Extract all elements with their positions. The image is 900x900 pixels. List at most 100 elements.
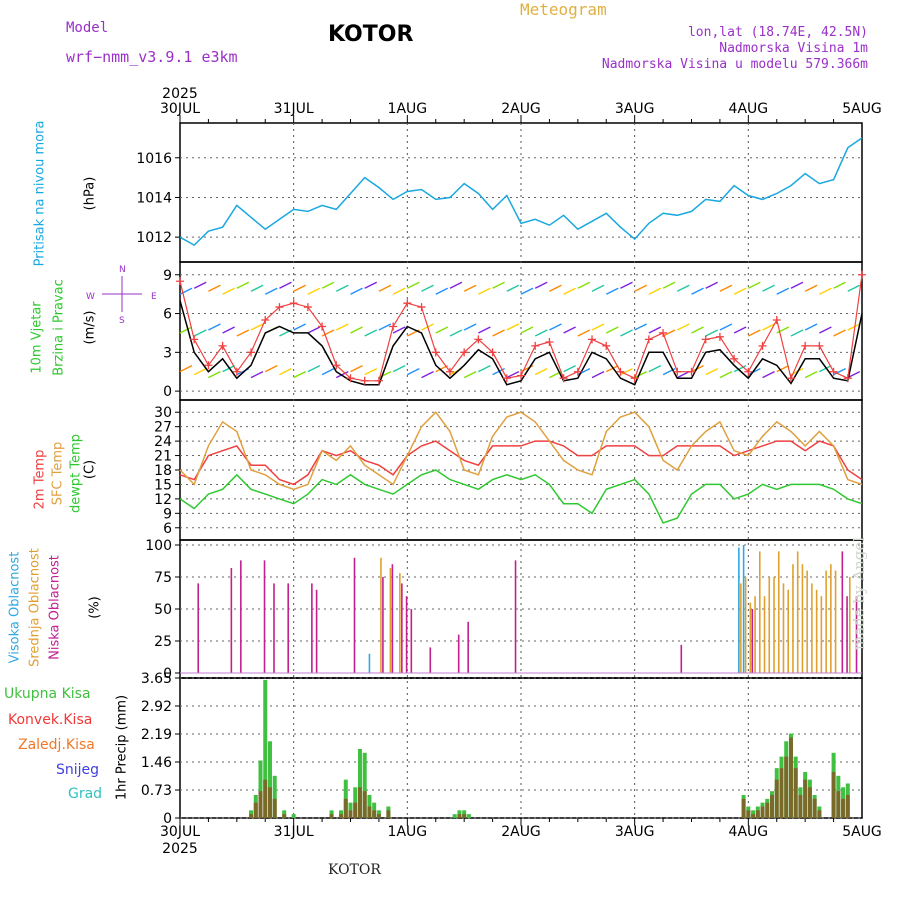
top-time-label: 4AUG [729, 101, 769, 117]
bottom-time-label: 2AUG [501, 824, 541, 840]
top-time-label: 2AUG [501, 101, 541, 117]
wind-barb [691, 326, 704, 334]
bottom-year-label: 2025 [162, 841, 198, 857]
wind-barb [620, 329, 633, 337]
precip-conv-bar [784, 756, 789, 818]
wind-barb [236, 281, 250, 289]
precip-total-bar [291, 814, 296, 818]
wind-barb [364, 281, 378, 289]
wind-gust-marker [758, 341, 767, 350]
wind-barb [776, 364, 790, 373]
wind-ytick-label: 6 [163, 307, 172, 323]
temp-line-2 [179, 469, 863, 524]
wind-barb [179, 364, 193, 373]
wind-barb [804, 284, 818, 292]
temp-line-0 [179, 440, 863, 486]
wind-gust-marker [829, 367, 838, 376]
wind-barb [833, 281, 846, 289]
wind-barb [378, 370, 392, 379]
top-year-label: 2025 [162, 86, 198, 102]
wind-barb [392, 364, 406, 373]
bottom-time-label: 1AUG [388, 824, 428, 840]
wind-barb [208, 323, 221, 331]
wind-barb [492, 281, 505, 289]
precip-total-bar [258, 760, 263, 818]
wind-barb [804, 323, 818, 331]
wind-barb [648, 364, 662, 373]
wind-gust-marker [431, 348, 440, 357]
precip-conv-bar [376, 814, 381, 818]
model-label: Model [66, 20, 109, 36]
wind-barb [577, 329, 591, 337]
wind-barb [264, 287, 278, 295]
precip-conv-bar [249, 814, 254, 818]
wind-gust-marker [730, 354, 739, 363]
precip-conv-bar [746, 810, 751, 818]
pressure-line [179, 137, 863, 247]
model-name: wrf−nmm_v3.9.1 e3km [66, 48, 238, 66]
wind-gust-marker [190, 335, 199, 344]
precip-total-bar [452, 814, 457, 818]
panel-frame-0 [179, 122, 863, 263]
wind-gust-marker [673, 367, 682, 376]
wind-barb [847, 370, 861, 379]
elevation-label: Nadmorska Visina 1m [719, 41, 868, 56]
precip-conv-bar [770, 794, 775, 818]
wind-gust-marker [502, 374, 511, 383]
precip-conv-bar [765, 802, 770, 818]
precip-conv-bar [841, 798, 846, 818]
wind-gust-marker [531, 341, 540, 350]
wind-barb [748, 329, 761, 337]
precip-conv-bar [751, 814, 756, 818]
wind-barb [691, 287, 704, 295]
model-elevation-label: Nadmorska Visina u modelu 579.366m [601, 57, 868, 72]
wind-gust-marker [218, 341, 227, 350]
wind-gust-marker [318, 322, 327, 331]
precip-conv-bar [367, 806, 372, 818]
wind-barb [833, 329, 846, 337]
wind-gust-marker [801, 341, 810, 350]
wind-barb [605, 326, 619, 334]
compass-cross [102, 276, 142, 312]
wind-gust-marker [346, 374, 355, 383]
wind-gust-marker [289, 299, 298, 308]
wind-gust-marker [488, 348, 497, 357]
cloud-ytick-label: 0 [163, 666, 172, 682]
wind-barb [421, 370, 434, 379]
cloud-ytick-label: 100 [145, 538, 172, 554]
wind-barb [662, 281, 676, 289]
wind-barb [520, 326, 534, 334]
wind-barb [591, 284, 605, 292]
wind-gust-marker [445, 367, 454, 376]
legend-snow: Snijeg [56, 762, 100, 778]
precip-conv-bar [386, 810, 391, 818]
compass-w: W [86, 292, 95, 302]
wind-gust-marker [176, 277, 184, 286]
wind-barb [804, 370, 818, 379]
wind-gust-marker [644, 335, 653, 344]
wind-barb [321, 329, 335, 337]
wind-barb [307, 364, 321, 373]
temp-line-1 [179, 411, 863, 491]
wind-barb [222, 326, 235, 334]
wind-barb [279, 281, 292, 289]
precip-conv-bar [343, 798, 348, 818]
wind-barb [591, 323, 605, 331]
wind-barb [577, 281, 591, 289]
wind-barb [819, 326, 832, 334]
precip-ytick-label: 3.65 [141, 671, 172, 687]
precip-conv-bar [353, 802, 358, 818]
watermark: made by Angel [850, 536, 868, 650]
wind-gust-marker [389, 322, 398, 331]
legend-conv-precip: Konvek.Kisa [8, 712, 93, 728]
wind-barb [563, 364, 576, 373]
precip-total-bar [267, 741, 272, 818]
precip-total-bar [263, 679, 268, 818]
precip-total-bar [357, 748, 362, 818]
precip-conv-bar [812, 798, 817, 818]
wind-barb [293, 284, 306, 292]
wind-barb [719, 370, 733, 379]
precip-conv-bar [357, 787, 362, 818]
precip-total-bar [348, 802, 353, 818]
